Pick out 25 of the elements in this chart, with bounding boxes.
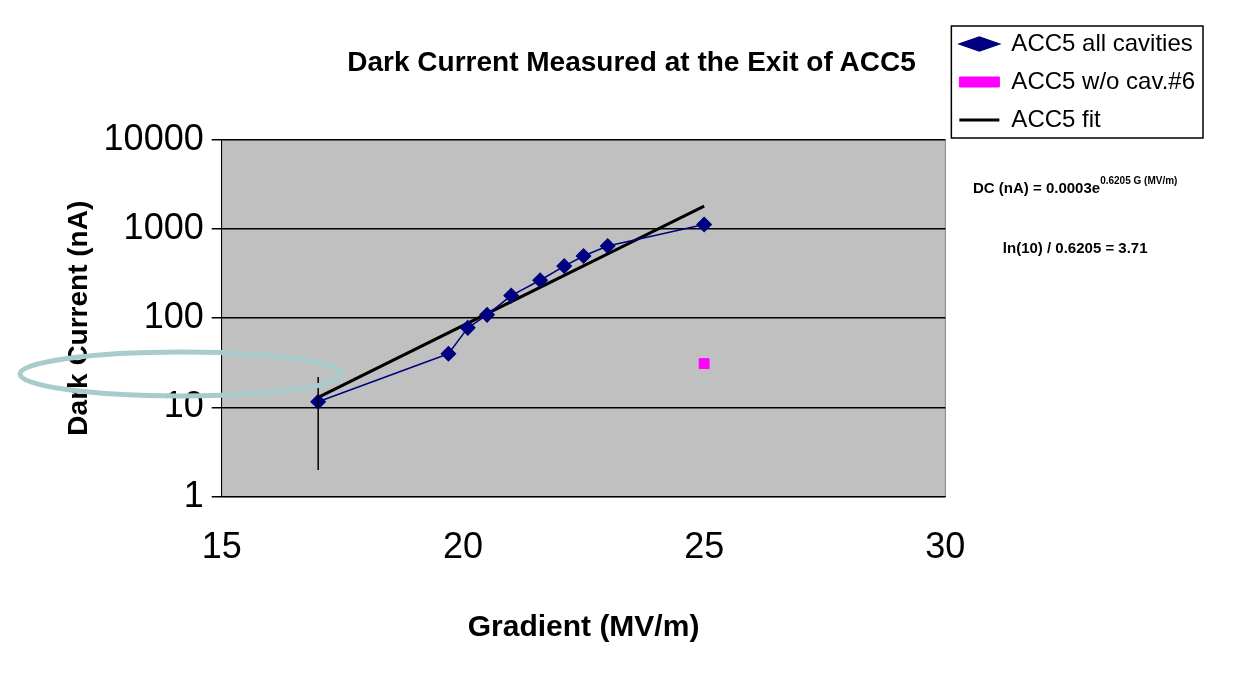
y-tick-label: 10000 [103,116,204,158]
y-tick-label: 100 [143,295,204,337]
x-tick-label: 20 [442,525,483,567]
legend-label: ACC5 all cavities [1011,28,1193,56]
point [460,320,476,336]
x-tick-label: 25 [684,525,725,567]
point [503,287,519,304]
point [599,238,616,254]
point [479,307,495,323]
legend-label: ACC5 w/o cav.#6 [1011,66,1196,94]
point [696,216,712,233]
y-tick-label: 1000 [123,205,204,247]
y-tick-label: 1 [183,473,204,515]
x-axis-title: Gradient (MV/m) [467,609,700,643]
point [698,358,710,370]
x-tick-label: 30 [925,525,966,567]
point [556,258,572,274]
point [532,272,548,289]
legend-label: ACC5 fit [1011,104,1102,132]
point [575,248,592,264]
chart-title: Dark Current Measured at the Exit of ACC5 [347,45,916,77]
y-axis-title: Dark Current (nA) [61,200,93,436]
x-tick-label: 15 [201,525,242,567]
point [440,345,457,362]
text: ln(10) / 0.6205 = 3.71 [1002,239,1148,256]
